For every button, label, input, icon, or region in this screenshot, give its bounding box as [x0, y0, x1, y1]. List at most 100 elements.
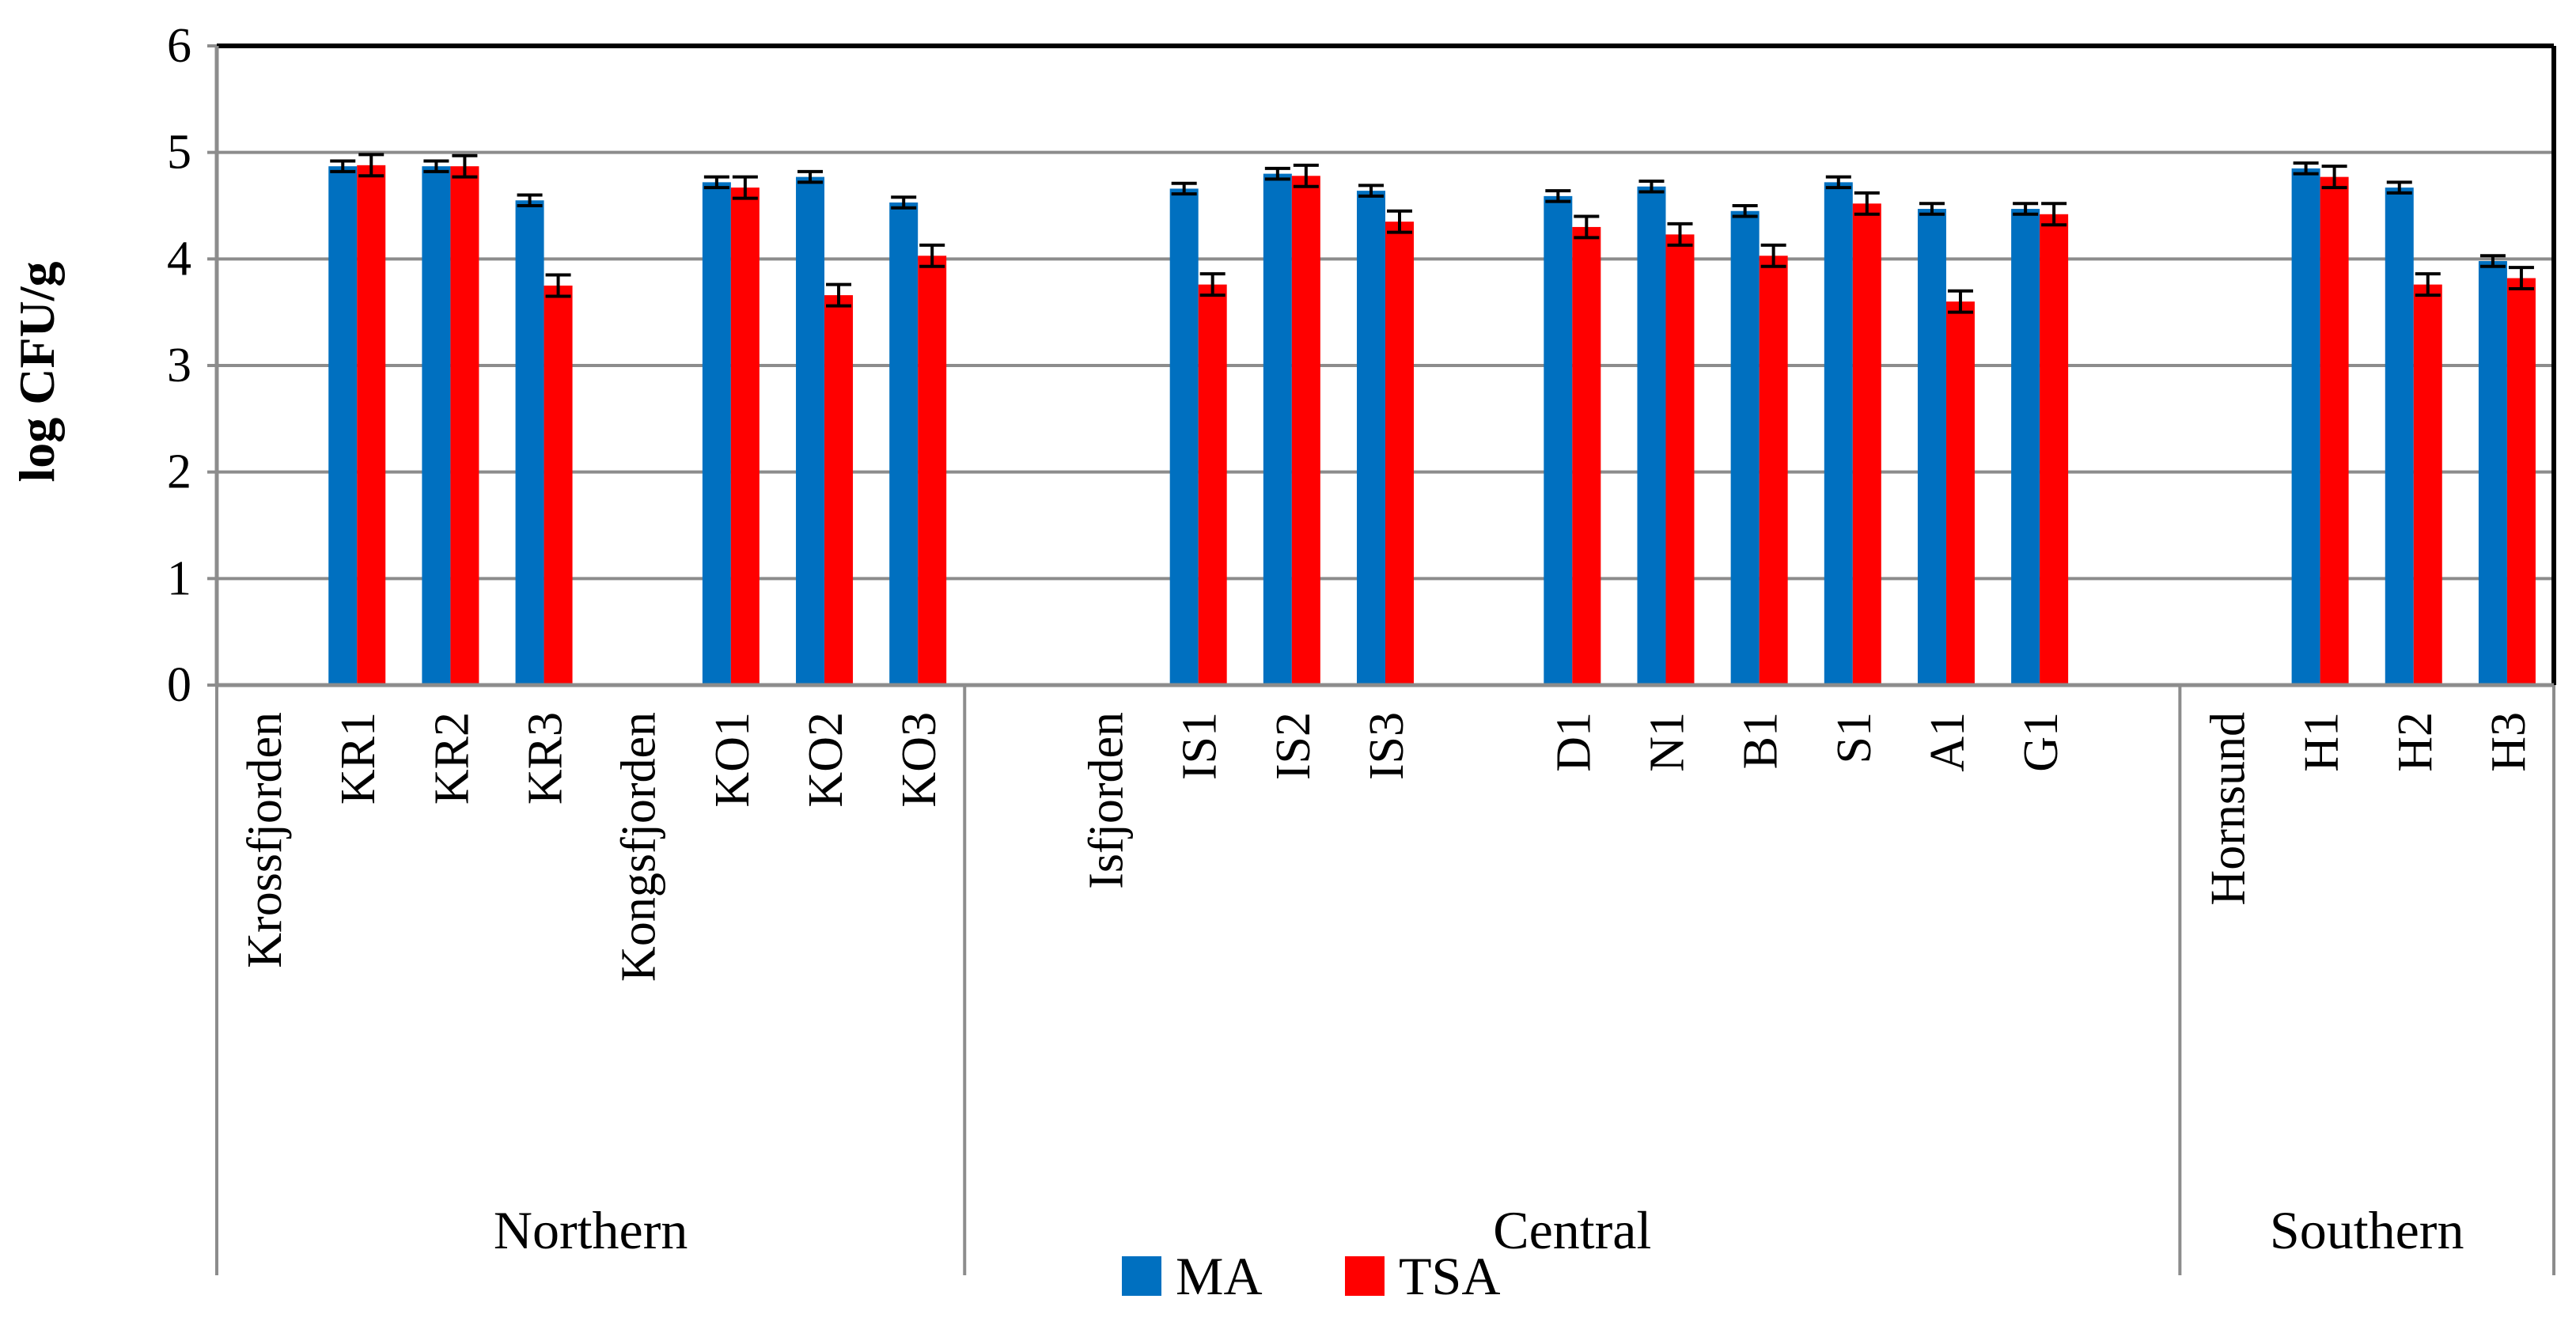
bar-MA-KO2: [796, 176, 825, 685]
error-bar-MA-N1: [1638, 180, 1665, 194]
group-label-central: Central: [1493, 1200, 1651, 1260]
x-category-label: IS1: [1173, 712, 1227, 780]
y-tick-label: 2: [167, 445, 191, 499]
bars: [328, 165, 2536, 686]
bar-TSA-KR1: [357, 165, 386, 685]
plot-frame: [207, 44, 2556, 687]
legend-item-ma: MA: [1122, 1246, 1263, 1306]
bar-MA-KR3: [515, 200, 544, 685]
bar-TSA-H2: [2413, 284, 2442, 685]
error-bar-MA-KR2: [423, 159, 449, 173]
bar-TSA-KO2: [824, 295, 854, 685]
x-category-label: IS2: [1267, 712, 1320, 780]
bar-TSA-KR2: [450, 166, 479, 685]
error-bar-TSA-A1: [1947, 289, 1973, 314]
x-category-label: H1: [2295, 712, 2349, 772]
legend-label: MA: [1176, 1246, 1263, 1306]
error-bar-TSA-IS1: [1199, 272, 1225, 297]
bar-MA-G1: [2011, 209, 2040, 685]
bar-TSA-D1: [1572, 226, 1601, 685]
bar-MA-KO3: [889, 202, 919, 685]
error-bar-MA-IS3: [1358, 184, 1384, 198]
error-bar-TSA-N1: [1667, 222, 1693, 247]
bar-MA-D1: [1544, 195, 1573, 685]
bar-MA-B1: [1730, 210, 1760, 685]
error-bar-MA-D1: [1545, 189, 1571, 203]
group-label-southern: Southern: [2270, 1200, 2464, 1260]
x-category-label: G1: [2014, 712, 2068, 772]
x-axis-categories: Krossfjorden KR1 KR2 KR3 Kongsfjorden KO1 KO2 K…: [238, 712, 2536, 982]
error-bar-MA-A1: [1919, 202, 1945, 216]
error-bar-TSA-H2: [2415, 272, 2441, 297]
x-category-label: H2: [2388, 712, 2442, 772]
bar-TSA-KO1: [730, 187, 760, 685]
error-bar-TSA-H1: [2321, 165, 2347, 190]
error-bar-TSA-KO1: [732, 175, 758, 200]
x-category-label: Krossfjorden: [238, 712, 292, 968]
bar-MA-KO1: [702, 182, 731, 685]
bar-TSA-H1: [2320, 176, 2349, 685]
error-bar-MA-H3: [2479, 254, 2506, 268]
bar-TSA-KO3: [918, 256, 947, 685]
x-category-label: KO2: [799, 712, 853, 808]
error-bar-TSA-KR3: [545, 273, 571, 298]
bar-TSA-G1: [2040, 214, 2069, 686]
error-bar-TSA-IS3: [1387, 209, 1412, 234]
error-bar-TSA-G1: [2041, 202, 2067, 227]
x-category-label: N1: [1640, 712, 1694, 772]
legend: MA TSA: [1122, 1246, 1500, 1306]
x-category-label: KR3: [519, 712, 573, 805]
group-label-northern: Northern: [494, 1200, 688, 1260]
x-category-label: IS3: [1360, 712, 1414, 780]
bar-MA-H1: [2291, 168, 2320, 685]
bar-TSA-KR3: [544, 286, 573, 685]
error-bar-MA-KR1: [330, 159, 356, 173]
bar-TSA-A1: [1945, 301, 1975, 685]
error-bar-MA-S1: [1825, 175, 1851, 190]
legend-swatch: [1345, 1256, 1385, 1296]
error-bar-MA-IS2: [1264, 166, 1290, 181]
x-axis-groups: Northern Central Southern: [215, 685, 2555, 1275]
y-axis-label: log CFU/g: [9, 261, 65, 482]
y-tick-label: 4: [167, 232, 191, 286]
error-bar-TSA-B1: [1760, 243, 1786, 268]
error-bar-MA-KO3: [891, 195, 917, 210]
x-category-label: KO3: [892, 712, 946, 808]
y-tick-label: 3: [167, 339, 191, 392]
bar-MA-IS3: [1357, 191, 1385, 685]
error-bar-MA-KR3: [517, 193, 543, 207]
bar-MA-KR1: [328, 166, 358, 685]
x-category-label: KR2: [425, 712, 479, 805]
y-tick-label: 0: [167, 658, 191, 712]
error-bar-MA-B1: [1732, 204, 1758, 218]
bar-MA-S1: [1824, 182, 1853, 685]
x-category-label: A1: [1921, 712, 1975, 772]
x-category-label: Hornsund: [2201, 712, 2255, 906]
bar-TSA-IS3: [1385, 222, 1414, 685]
x-category-label: B1: [1734, 712, 1788, 769]
y-axis-ticks: 0 1 2 3 4 5 6: [167, 19, 191, 712]
bar-TSA-IS2: [1291, 176, 1320, 685]
legend-swatch: [1122, 1256, 1161, 1296]
error-bar-TSA-KR2: [452, 153, 478, 179]
bar-TSA-H3: [2506, 278, 2536, 685]
bar-MA-A1: [1917, 209, 1946, 685]
error-bar-MA-KO2: [797, 169, 824, 184]
bar-MA-IS2: [1263, 173, 1292, 686]
error-bar-TSA-D1: [1574, 214, 1600, 240]
bar-MA-H2: [2385, 187, 2414, 685]
error-bar-MA-H2: [2386, 180, 2412, 195]
error-bar-TSA-KO2: [826, 282, 852, 308]
error-bar-TSA-IS2: [1293, 163, 1319, 188]
x-category-label: KO1: [706, 712, 760, 808]
x-category-label: Isfjorden: [1080, 712, 1134, 889]
y-tick-label: 6: [167, 19, 191, 73]
error-bar-MA-H1: [2293, 161, 2319, 176]
error-bar-TSA-H3: [2508, 266, 2534, 291]
bar-TSA-S1: [1852, 203, 1881, 686]
x-category-label: Kongsfjorden: [612, 712, 666, 982]
x-category-label: H3: [2482, 712, 2536, 772]
bar-TSA-IS1: [1198, 284, 1227, 685]
bar-TSA-B1: [1759, 256, 1788, 685]
